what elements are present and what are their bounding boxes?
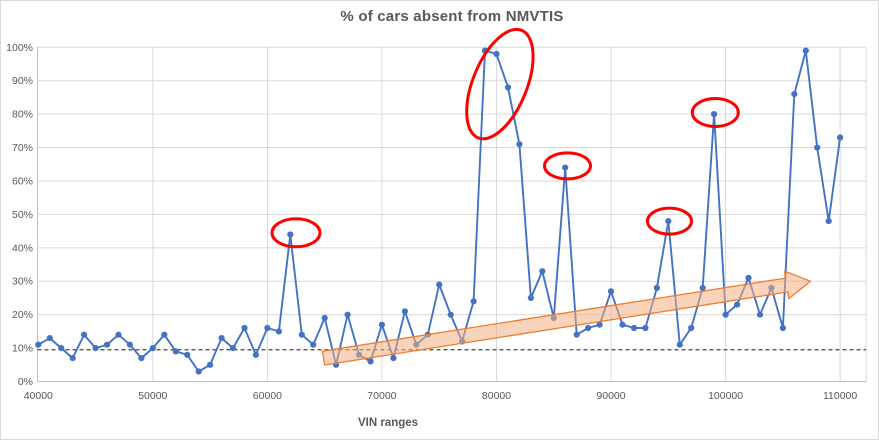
svg-text:100%: 100% <box>6 42 33 54</box>
red-circle-annotations <box>270 27 740 249</box>
x-tick-labels: 40000 50000 60000 70000 80000 90000 100000 1100… <box>24 390 858 402</box>
axis-lines <box>37 47 866 382</box>
svg-text:110000: 110000 <box>823 390 857 402</box>
svg-text:50%: 50% <box>12 209 33 221</box>
svg-text:90%: 90% <box>12 75 33 87</box>
chart-title: % of cars absent from NMVTIS <box>340 8 564 25</box>
svg-text:70000: 70000 <box>367 390 396 402</box>
svg-text:80%: 80% <box>12 109 33 121</box>
gridlines <box>37 46 867 382</box>
svg-text:50000: 50000 <box>138 390 167 402</box>
svg-text:40%: 40% <box>12 242 33 254</box>
trend-arrow <box>321 270 812 366</box>
svg-text:10%: 10% <box>12 343 33 355</box>
svg-text:30%: 30% <box>12 276 33 288</box>
svg-text:90000: 90000 <box>596 390 625 402</box>
svg-text:20%: 20% <box>12 309 33 321</box>
svg-text:60%: 60% <box>12 175 33 187</box>
svg-text:100000: 100000 <box>708 390 743 402</box>
x-axis-title: VIN ranges <box>357 417 419 429</box>
svg-text:80000: 80000 <box>482 390 511 402</box>
svg-text:60000: 60000 <box>253 390 282 402</box>
svg-text:40000: 40000 <box>24 390 53 402</box>
svg-text:0%: 0% <box>18 376 33 388</box>
svg-text:70%: 70% <box>12 142 33 154</box>
y-tick-labels: 0% 10% 20% 30% 40% 50% 60% 70% 80% 90% 100% <box>6 42 33 388</box>
data-points <box>35 47 844 375</box>
